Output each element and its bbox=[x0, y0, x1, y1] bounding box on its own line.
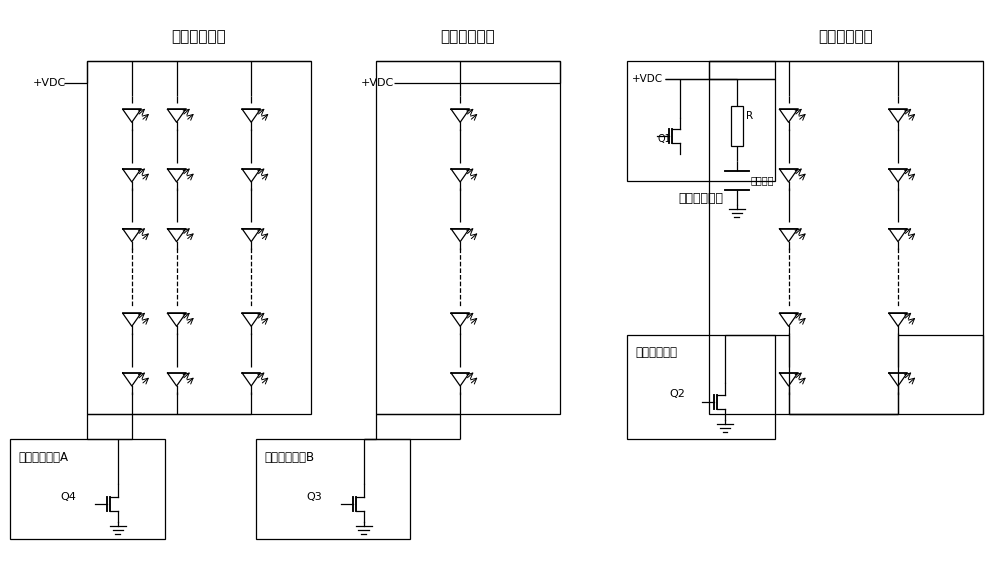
Bar bbox=[256, 439, 410, 539]
Polygon shape bbox=[123, 109, 141, 122]
Bar bbox=[10, 439, 165, 539]
Bar bbox=[627, 61, 775, 180]
Polygon shape bbox=[451, 109, 469, 122]
Polygon shape bbox=[168, 314, 186, 326]
Polygon shape bbox=[123, 373, 141, 386]
Polygon shape bbox=[889, 109, 907, 122]
Text: Q1: Q1 bbox=[657, 134, 671, 144]
Text: 抓拍驱动电路B: 抓拍驱动电路B bbox=[264, 451, 314, 464]
Text: 抓拍驱动电路A: 抓拍驱动电路A bbox=[18, 451, 68, 464]
Polygon shape bbox=[242, 109, 260, 122]
Text: Q2: Q2 bbox=[669, 389, 685, 399]
Text: +VDC: +VDC bbox=[632, 74, 663, 84]
Polygon shape bbox=[242, 229, 260, 242]
Polygon shape bbox=[451, 169, 469, 182]
Polygon shape bbox=[123, 229, 141, 242]
Bar bbox=[731, 106, 743, 146]
Polygon shape bbox=[242, 373, 260, 386]
Polygon shape bbox=[889, 229, 907, 242]
Polygon shape bbox=[780, 109, 798, 122]
Polygon shape bbox=[123, 314, 141, 326]
Polygon shape bbox=[123, 169, 141, 182]
Polygon shape bbox=[168, 169, 186, 182]
Text: 频闪充电电路: 频闪充电电路 bbox=[679, 192, 724, 205]
Bar bbox=[376, 61, 560, 414]
Polygon shape bbox=[451, 229, 469, 242]
Polygon shape bbox=[780, 373, 798, 386]
Text: 频闪补光灯组: 频闪补光灯组 bbox=[818, 28, 873, 44]
Polygon shape bbox=[889, 314, 907, 326]
Text: +VDC: +VDC bbox=[361, 78, 394, 88]
Text: +VDC: +VDC bbox=[32, 78, 66, 88]
Bar bbox=[627, 335, 775, 439]
Polygon shape bbox=[168, 229, 186, 242]
Polygon shape bbox=[780, 169, 798, 182]
Bar bbox=[709, 61, 983, 414]
Polygon shape bbox=[780, 229, 798, 242]
Polygon shape bbox=[168, 109, 186, 122]
Text: Q4: Q4 bbox=[60, 492, 76, 502]
Text: 夜晒补光灯组: 夜晒补光灯组 bbox=[440, 28, 495, 44]
Polygon shape bbox=[451, 373, 469, 386]
Text: 充电电容: 充电电容 bbox=[751, 175, 774, 185]
Polygon shape bbox=[780, 314, 798, 326]
Polygon shape bbox=[889, 169, 907, 182]
Text: 白天补光灯组: 白天补光灯组 bbox=[172, 28, 226, 44]
Polygon shape bbox=[451, 314, 469, 326]
Text: Q3: Q3 bbox=[306, 492, 322, 502]
Polygon shape bbox=[242, 169, 260, 182]
Bar bbox=[87, 61, 311, 414]
Text: 频闪驱动电路: 频闪驱动电路 bbox=[635, 346, 677, 359]
Text: R: R bbox=[746, 111, 753, 121]
Polygon shape bbox=[889, 373, 907, 386]
Polygon shape bbox=[242, 314, 260, 326]
Polygon shape bbox=[168, 373, 186, 386]
